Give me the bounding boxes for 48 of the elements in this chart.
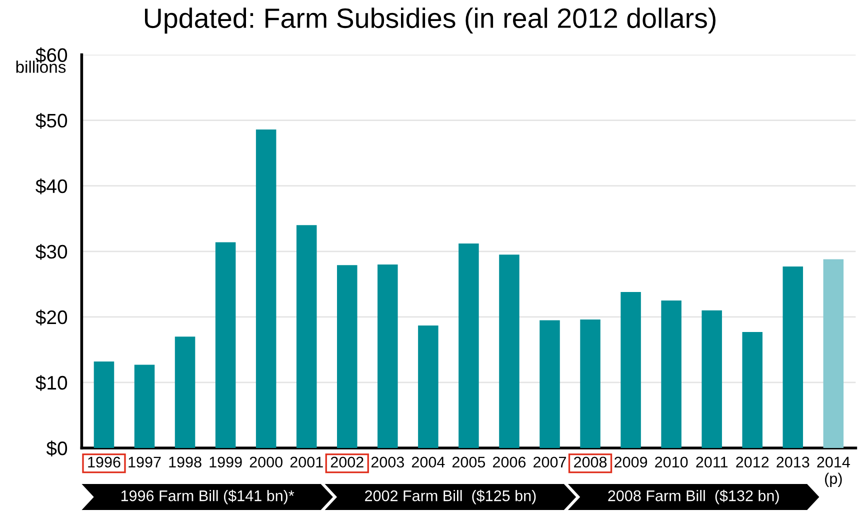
chart-title: Updated: Farm Subsidies (in real 2012 dollars) [144, 8, 716, 34]
bar [94, 361, 114, 448]
bar [782, 266, 804, 448]
y-tick-label: $10 [36, 375, 68, 391]
x-tick-label: 2005 [452, 456, 486, 468]
y-tick-label: $30 [36, 244, 68, 260]
x-tick-label: 1997 [128, 456, 161, 468]
x-tick-label: 2000 [250, 456, 282, 468]
bar [823, 259, 844, 448]
x-tick-label: 1998 [169, 456, 202, 468]
x-tick-label: 2008 [574, 456, 607, 468]
x-tick-label: 2013 [776, 456, 810, 468]
x-tick-label: 2004 [412, 456, 445, 468]
x-tick-label: 1996 [88, 456, 120, 468]
bar [174, 336, 196, 448]
x-tick-label: 2014 (p) [817, 456, 850, 488]
bar [702, 310, 722, 448]
bar [378, 264, 398, 448]
bar [742, 332, 762, 448]
x-tick-label: 2011 [696, 456, 728, 468]
y-tick-label: $40 [36, 178, 68, 194]
x-tick-label: 2006 [493, 456, 526, 468]
bar [296, 225, 317, 448]
bar [661, 300, 682, 448]
x-tick-label: 2003 [371, 456, 404, 468]
bar [580, 320, 600, 448]
x-tick-label: 2007 [534, 456, 566, 468]
y-tick-label: $50 [36, 112, 68, 129]
bar [499, 254, 520, 448]
bar [540, 320, 560, 448]
x-tick-label: 2002 [330, 456, 364, 468]
bar [215, 242, 236, 448]
text: 2008 Farm Bill ($132 bn) [608, 490, 779, 504]
x-tick-label: 2010 [655, 456, 688, 468]
text: 1996 Farm Bill ($141 bn)* [121, 490, 294, 504]
bar [337, 265, 358, 448]
text: 2002 Farm Bill ($125 bn) [365, 490, 536, 504]
x-tick-label: 2001 [290, 456, 323, 468]
x-tick-label: 1999 [210, 456, 242, 468]
bar [620, 292, 641, 448]
y-tick-label: $0 [46, 440, 68, 456]
bar [418, 325, 438, 448]
x-tick-label: 2012 [736, 456, 769, 468]
bar [134, 364, 155, 448]
bar [458, 244, 479, 448]
bar [256, 129, 276, 448]
y-tick-label: $20 [36, 310, 68, 326]
x-tick-label: 2009 [614, 456, 648, 468]
